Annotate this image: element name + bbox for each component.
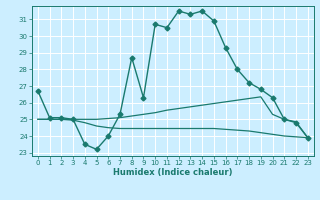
X-axis label: Humidex (Indice chaleur): Humidex (Indice chaleur) (113, 168, 233, 177)
